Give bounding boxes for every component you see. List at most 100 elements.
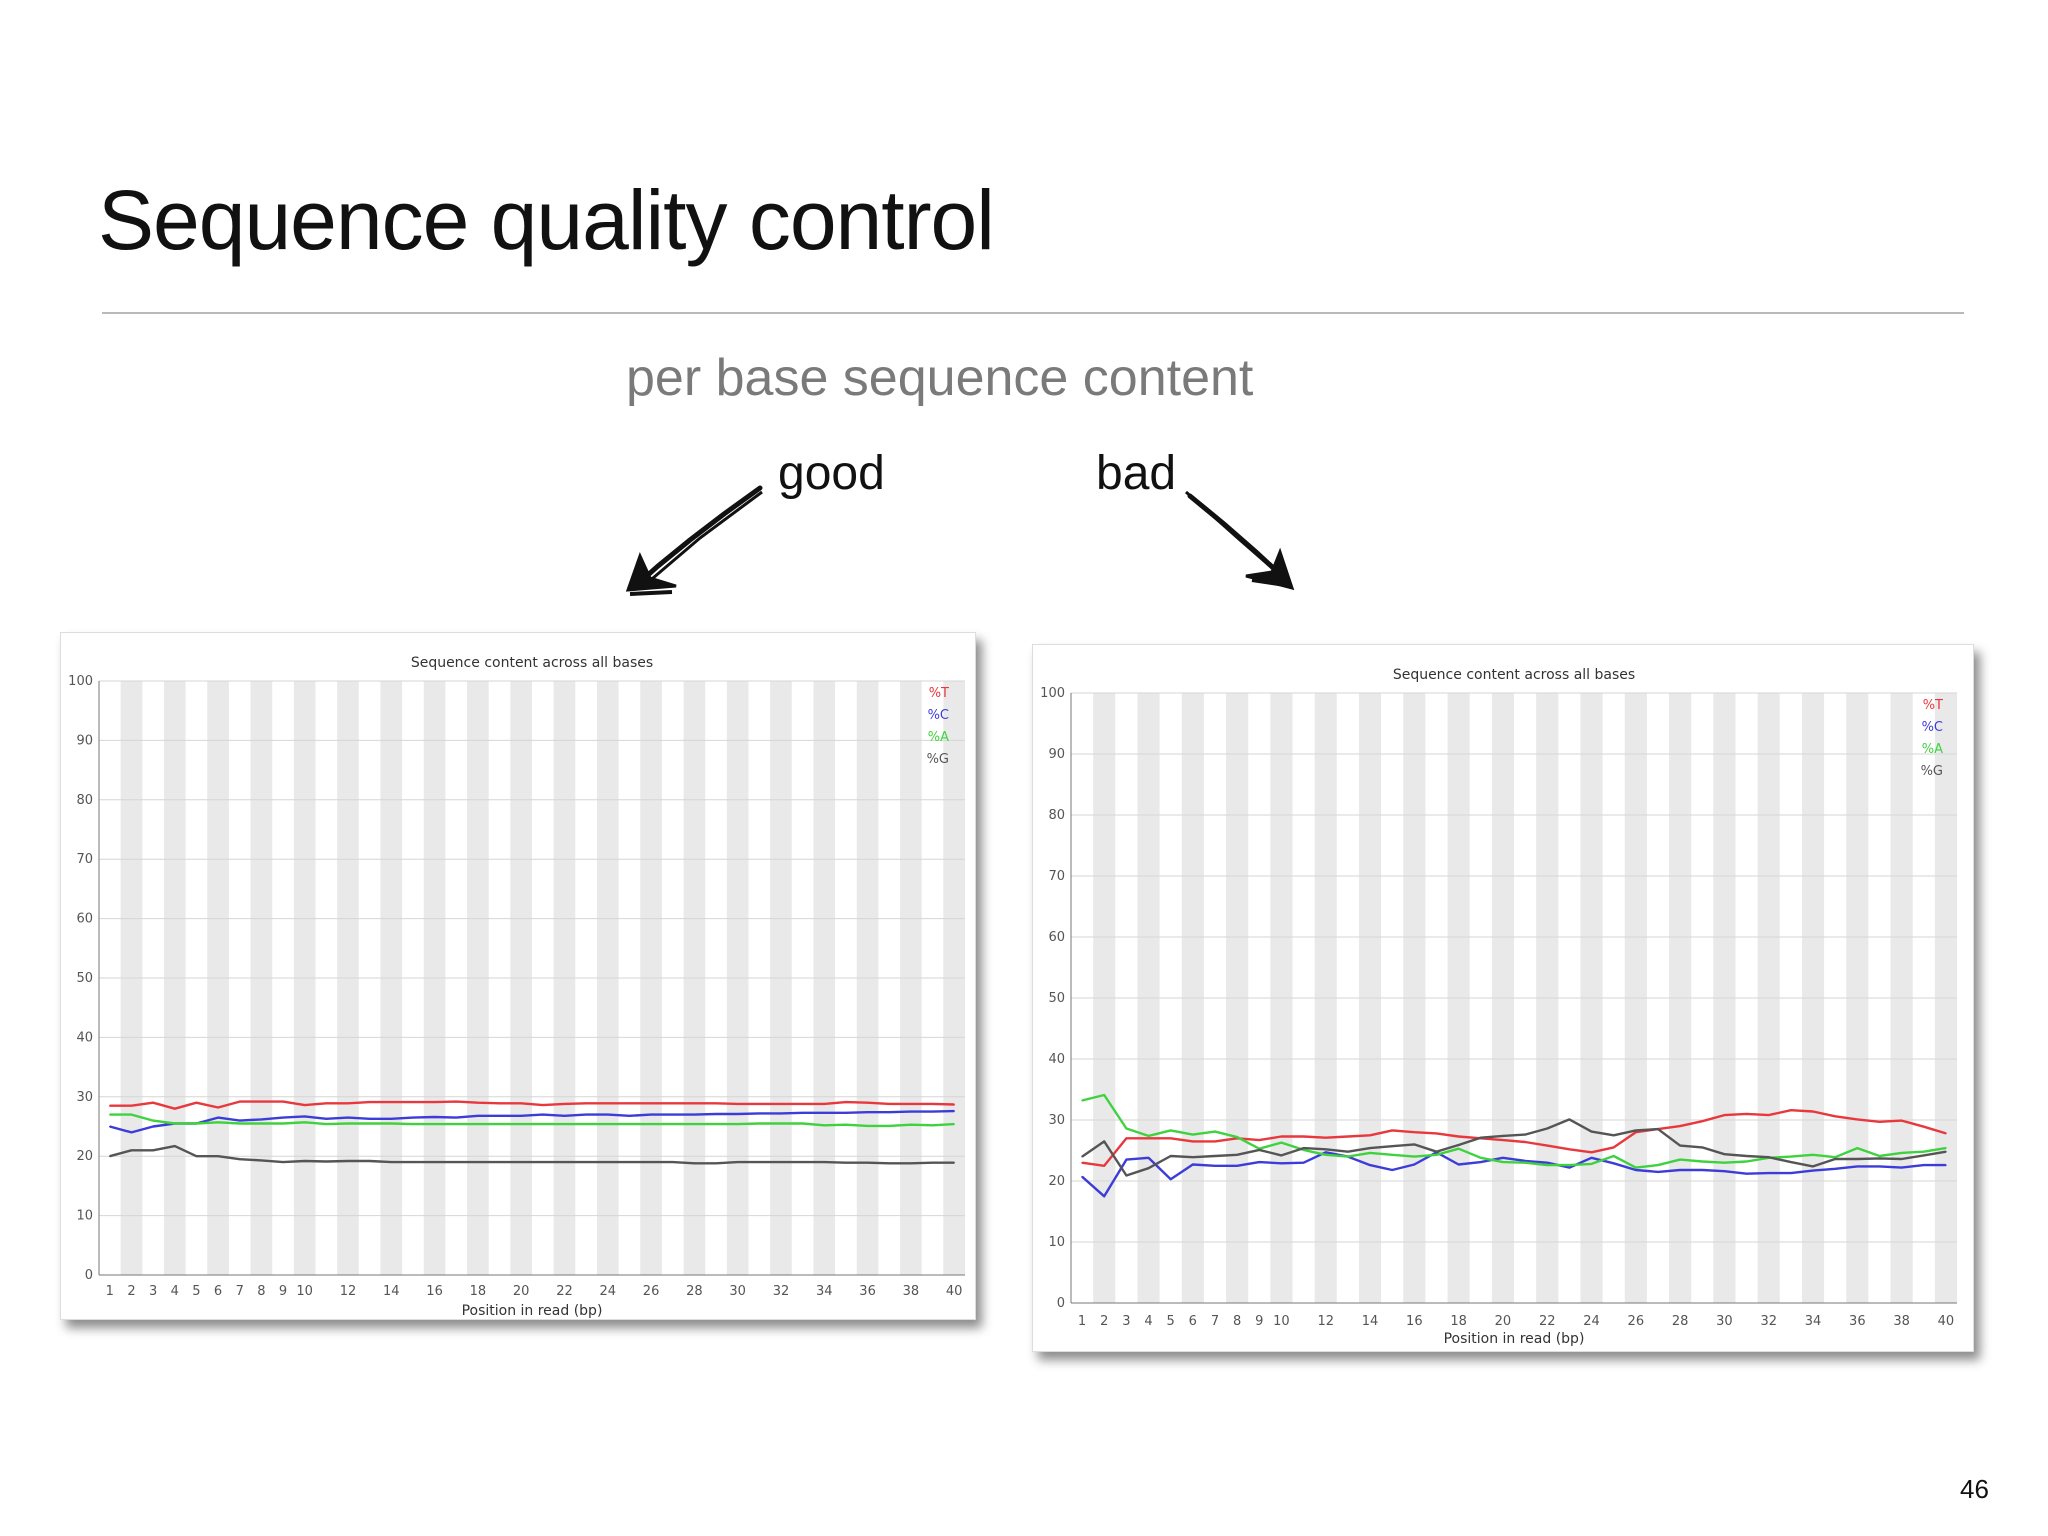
x-axis-label: Position in read (bp) [1444,1331,1585,1347]
data-point [845,1161,847,1164]
x-tick-label: 14 [383,1284,400,1299]
data-point [455,1116,458,1119]
data-point [130,1104,133,1107]
data-point [1878,1155,1881,1157]
data-point [477,1161,479,1163]
x-tick-label: 4 [171,1284,179,1299]
data-point [758,1112,761,1115]
x-tick-label: 34 [1805,1314,1822,1329]
x-tick-label: 40 [1938,1314,1955,1329]
data-point [1701,1120,1704,1123]
data-point [606,1113,609,1116]
data-point [801,1122,804,1125]
data-point [1767,1172,1770,1174]
x-tick-label: 8 [257,1284,265,1299]
data-point [433,1161,436,1163]
data-point [1657,1128,1659,1130]
data-point [520,1123,522,1125]
data-point [1856,1118,1859,1121]
data-point [368,1160,371,1162]
data-point [477,1115,479,1117]
data-point [498,1161,501,1163]
data-point [542,1161,544,1163]
data-point [1258,1149,1261,1151]
data-point [217,1155,219,1157]
x-tick-label: 9 [1255,1314,1263,1329]
bad-chart-panel: 0 10 20 30 40 50 60 70 80 90 100 1 2 3 4 5 6 7 8 9 10 12 14 16 1… [1032,644,1974,1352]
data-point [1413,1143,1416,1146]
data-point [303,1121,306,1124]
data-point [1103,1140,1106,1143]
data-point [1635,1131,1637,1133]
data-point [1767,1156,1770,1159]
data-point [1479,1157,1482,1159]
data-point [109,1113,111,1116]
series-line-pct-g [109,1144,955,1165]
data-point [1479,1161,1482,1163]
x-tick-label: 16 [1406,1314,1423,1329]
data-point [563,1161,566,1163]
data-point [1347,1150,1349,1153]
x-tick-label: 9 [279,1284,287,1299]
data-point [1878,1121,1881,1123]
data-point [325,1117,328,1120]
data-point [282,1161,284,1163]
y-tick-label: 100 [1040,686,1065,701]
data-point [1103,1164,1106,1167]
y-tick-label: 40 [1048,1052,1065,1067]
data-point [888,1125,891,1127]
data-point [1324,1151,1327,1154]
data-point [758,1122,761,1125]
data-point [1302,1147,1305,1149]
data-point [498,1102,501,1105]
data-point [1524,1161,1526,1164]
data-point [845,1112,847,1114]
data-point [173,1107,176,1110]
data-point [1900,1152,1903,1154]
data-point [1790,1155,1792,1158]
x-tick-label: 40 [946,1284,963,1299]
data-point [736,1113,739,1115]
data-point [390,1122,393,1125]
data-point [1568,1166,1571,1169]
data-point [1280,1162,1283,1165]
data-point [910,1123,912,1126]
data-point [715,1162,717,1165]
data-point [433,1123,436,1125]
data-point [260,1118,263,1121]
data-point [1236,1136,1238,1138]
series-line-pct-a [109,1113,955,1128]
data-point [260,1159,263,1162]
x-tick-label: 6 [1189,1314,1197,1329]
data-point [585,1113,587,1116]
data-point [1280,1154,1283,1157]
data-point [1701,1146,1704,1149]
y-tick-label: 60 [76,912,93,927]
data-point [109,1104,111,1107]
data-point [1125,1127,1128,1130]
data-point [1679,1144,1681,1147]
data-point [390,1101,393,1103]
data-point [1790,1172,1792,1174]
data-point [390,1117,393,1120]
data-point [195,1122,198,1125]
data-point [888,1111,891,1114]
y-tick-label: 20 [1048,1174,1065,1189]
x-tick-label: 20 [1495,1314,1512,1329]
x-tick-label: 36 [1849,1314,1866,1329]
data-point [498,1115,501,1117]
x-tick-label: 12 [340,1284,357,1299]
y-tick-label: 80 [1048,808,1065,823]
data-point [1457,1144,1460,1146]
data-point [845,1101,847,1103]
data-point [1723,1153,1726,1155]
data-point [347,1102,349,1105]
data-point [1657,1171,1659,1173]
x-tick-label: 7 [236,1284,244,1299]
data-point [1192,1163,1194,1166]
data-point [1214,1130,1216,1133]
data-point [1812,1169,1814,1172]
legend-entry: %A [1922,742,1943,757]
slide-subtitle: per base sequence content [626,349,1254,407]
x-tick-label: 30 [729,1284,746,1299]
